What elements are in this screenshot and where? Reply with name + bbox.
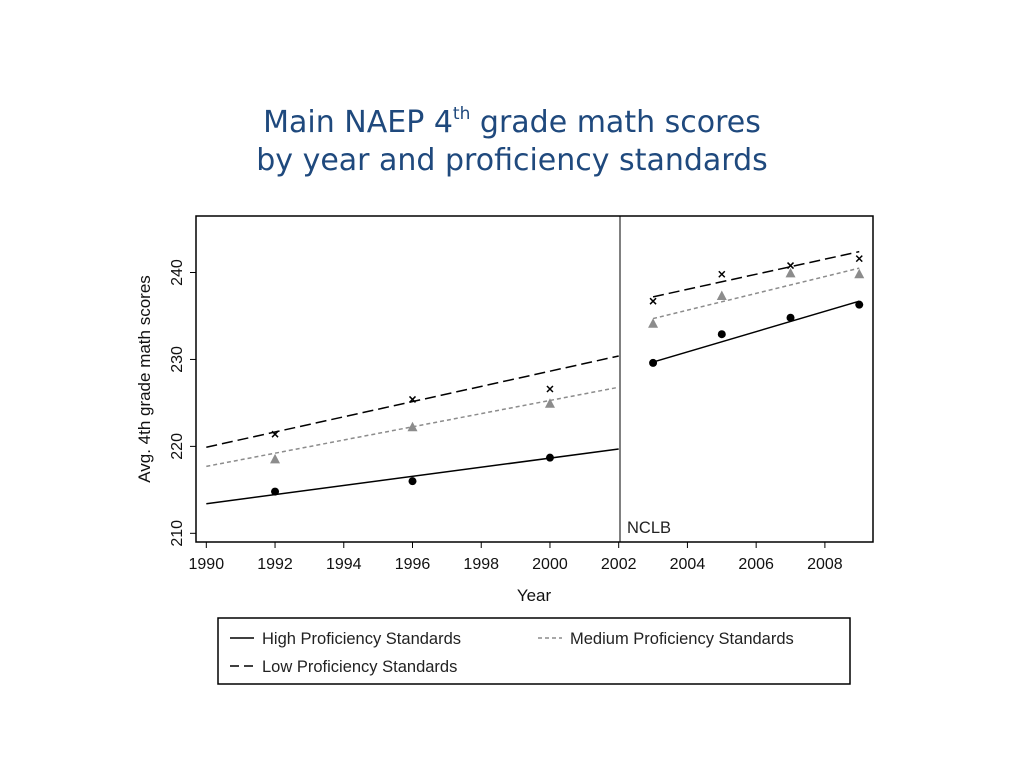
nclb-annotation: NCLB [627,519,671,537]
x-tick-label-2002: 2002 [601,556,637,573]
fit-lines [206,250,860,505]
title-superscript: th [452,104,471,124]
x-axis: 1990 1992 1994 1996 1998 2000 2002 2004 2006 2008 [189,542,843,573]
title-line-1: Main NAEP 4th grade math scores [0,104,1024,142]
medium-proficiency-standards-point-1996 [407,421,418,432]
title-line-1-main: Main NAEP 4 [263,105,453,140]
x-tick-label-1992: 1992 [257,556,293,573]
low-proficiency-standards-fit-line-1 [206,355,619,448]
legend-label-medium-proficiency-standards: Medium Proficiency Standards [570,630,794,648]
x-tick-label-1990: 1990 [189,556,225,573]
low-proficiency-standards-point-2000 [546,385,554,393]
medium-proficiency-standards-point-2005 [716,290,727,300]
high-proficiency-standards-fit-line-2 [652,300,860,363]
x-tick-label-2000: 2000 [532,556,568,573]
low-proficiency-standards-point-2003 [649,297,657,305]
high-proficiency-standards-point-2009 [855,300,864,309]
medium-proficiency-standards-point-1992 [270,453,281,464]
x-tick-label-1994: 1994 [326,556,362,573]
medium-proficiency-standards-point-2003 [648,318,659,328]
y-tick-label-240: 240 [169,259,186,286]
high-proficiency-standards-point-2005 [717,330,726,339]
y-tick-label-220: 220 [169,433,186,460]
legend: High Proficiency Standards Medium Profici… [230,630,794,676]
low-proficiency-standards-point-2005 [718,270,726,278]
high-proficiency-standards-point-2000 [545,453,554,462]
x-tick-label-2004: 2004 [670,556,706,573]
title-line-2: by year and proficiency standards [256,143,768,178]
x-axis-title: Year [517,586,552,605]
y-tick-label-230: 230 [169,346,186,373]
legend-box [217,617,851,685]
high-proficiency-standards-point-1996 [408,477,417,486]
title-line-1-rest: grade math scores [470,105,761,140]
medium-proficiency-standards-fit-line-2 [652,267,860,320]
low-proficiency-standards-fit-line-2 [652,250,860,298]
plot-frame [195,215,874,543]
legend-label-low-proficiency-standards: Low Proficiency Standards [262,658,457,676]
x-tick-label-1996: 1996 [395,556,431,573]
high-proficiency-standards-point-1992 [271,487,280,496]
low-proficiency-standards-point-2007 [786,262,795,270]
low-proficiency-standards-point-1992 [271,430,279,438]
high-proficiency-standards-fit-line-1 [206,448,619,505]
x-tick-label-2008: 2008 [807,556,843,573]
data-points [270,255,865,496]
high-proficiency-standards-point-2007 [786,313,795,322]
y-tick-label-210: 210 [169,520,186,547]
medium-proficiency-standards-point-2007 [785,267,796,278]
y-axis: 210 220 230 240 [169,259,196,547]
legend-label-high-proficiency-standards: High Proficiency Standards [262,630,461,648]
x-tick-label-1998: 1998 [463,556,499,573]
medium-proficiency-standards-point-2000 [544,398,555,408]
y-axis-title: Avg. 4th grade math scores [135,275,154,483]
high-proficiency-standards-point-2003 [649,358,658,367]
slide-title: Main NAEP 4th grade math scores by year … [0,104,1024,180]
low-proficiency-standards-point-2009 [855,255,863,263]
medium-proficiency-standards-point-2009 [854,268,865,279]
x-tick-label-2006: 2006 [738,556,774,573]
low-proficiency-standards-point-1996 [408,395,417,403]
